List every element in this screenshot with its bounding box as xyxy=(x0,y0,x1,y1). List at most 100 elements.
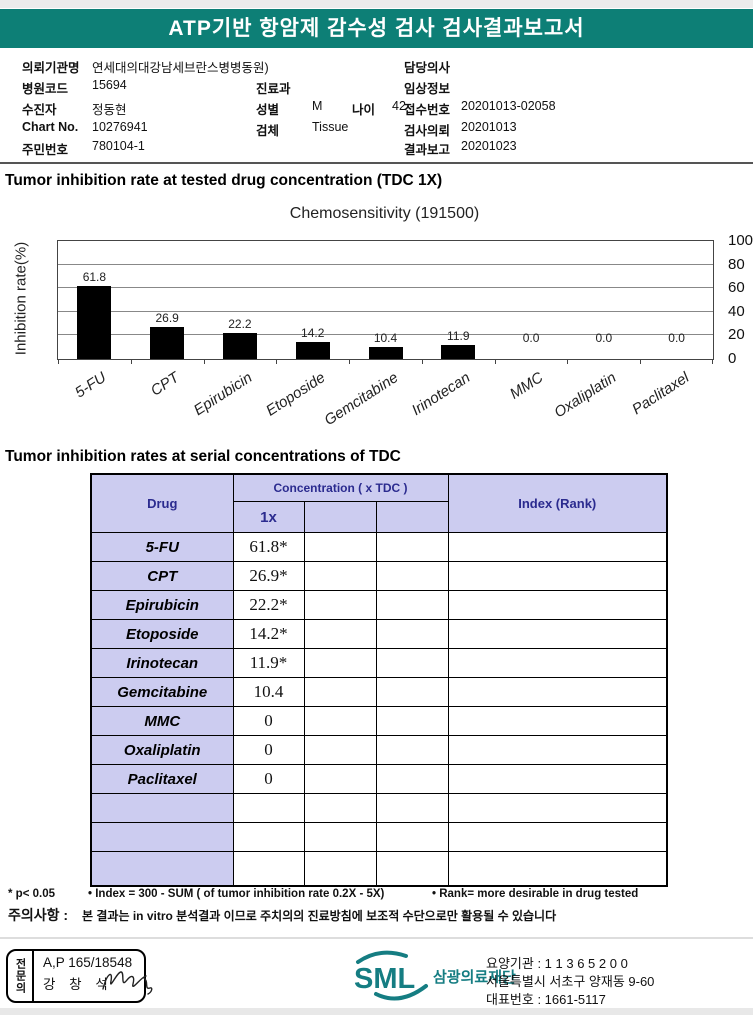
drug-name-cell: Oxaliplatin xyxy=(90,735,234,765)
x-axis-tick xyxy=(276,359,278,364)
patient-label: 수진자 xyxy=(22,103,57,117)
concentration-2-cell xyxy=(303,619,377,649)
drug-name-cell xyxy=(90,793,234,823)
concentration-1x-cell: 26.9* xyxy=(232,561,305,591)
x-axis-tick xyxy=(203,359,205,364)
bar-value-label: 61.8 xyxy=(82,270,107,285)
y-axis-tick-label: 0 xyxy=(728,350,737,367)
chart-bar xyxy=(441,344,476,359)
dept-label: 진료과 xyxy=(256,82,291,96)
bar-value-label: 14.2 xyxy=(301,326,325,341)
x-axis-category-label: MMC xyxy=(507,369,547,403)
drug-name-cell xyxy=(90,851,234,886)
y-axis-tick-label: 20 xyxy=(728,326,745,344)
drug-name-cell: Gemcitabine xyxy=(90,677,234,707)
index-rank-cell xyxy=(447,851,668,886)
chart-gridline xyxy=(58,334,713,336)
hospital-code-value: 15694 xyxy=(92,78,127,92)
drug-name-cell: MMC xyxy=(90,706,234,736)
chart-title: Chemosensitivity (191500) xyxy=(289,205,480,222)
section-divider xyxy=(0,162,753,164)
y-axis-tick-label: 80 xyxy=(728,255,745,273)
footnote-pvalue: * p< 0.05 xyxy=(8,888,55,900)
concentration-3-cell xyxy=(375,706,449,736)
table-row xyxy=(90,851,668,886)
x-axis-tick xyxy=(640,359,642,364)
index-rank-cell xyxy=(447,590,668,620)
concentration-2-cell xyxy=(303,706,377,736)
bar-value-label: 10.4 xyxy=(373,330,398,345)
stamp-body: A,P 165/18548 강 창 석 xyxy=(34,951,153,1001)
chart-gridline xyxy=(58,287,713,289)
stamp-doctor-name: 강 창 석 xyxy=(43,977,113,992)
org-value: 연세대의대강남세브란스병병동원) xyxy=(92,61,269,75)
results-table: Drug Concentration ( x TDC ) Index (Rank… xyxy=(90,473,668,887)
chart-no-value: 10276941 xyxy=(92,120,148,134)
drug-name-cell: Etoposide xyxy=(90,619,234,649)
drug-name-cell: Irinotecan xyxy=(90,648,234,678)
concentration-2-cell xyxy=(303,793,377,823)
request-date-label: 검사의뢰 xyxy=(404,124,451,138)
y-axis-tick-label: 60 xyxy=(728,279,745,297)
x-axis-tick xyxy=(494,359,496,364)
col-header-concentration: Concentration ( x TDC ) xyxy=(232,473,449,502)
table-row: Etoposide 14.2* xyxy=(90,619,668,649)
index-rank-cell xyxy=(447,735,668,765)
org-name: 삼광의료재단 xyxy=(433,969,516,986)
concentration-2-cell xyxy=(303,735,377,765)
drug-name-cell: Paclitaxel xyxy=(90,764,234,794)
report-title: ATP기반 항암제 감수성 검사 검사결과보고서 xyxy=(168,17,585,40)
chart-bar xyxy=(295,342,330,359)
index-rank-cell xyxy=(447,561,668,591)
index-rank-cell xyxy=(447,793,668,823)
x-axis-tick xyxy=(130,359,132,364)
footer-institution-no: 요양기관 : 1 1 3 6 5 2 0 0 xyxy=(486,956,628,971)
age-value: 42 xyxy=(392,99,406,113)
bar-chart: 0 20 40 60 80 100 61.8 5-FU 26.9 CPT 22.2 Epirubici… xyxy=(57,232,753,429)
hospital-code-label: 병원코드 xyxy=(22,82,69,96)
footnote-index: • Index = 300 - SUM ( of tumor inhibitio… xyxy=(88,888,385,900)
concentration-2-cell xyxy=(303,590,377,620)
patient-name: 정동현 xyxy=(92,103,127,117)
concentration-1x-cell: 61.8* xyxy=(232,532,305,562)
bar-value-label: 0.0 xyxy=(522,331,540,345)
bottom-strip xyxy=(0,1008,753,1015)
concentration-2-cell xyxy=(303,648,377,678)
bar-value-label: 26.9 xyxy=(155,311,179,326)
caution-label: 주의사항 : xyxy=(8,907,69,923)
y-axis-tick-label: 100 xyxy=(728,232,753,249)
concentration-2-cell xyxy=(303,822,377,852)
chart-bar xyxy=(368,346,403,359)
specimen-label: 검체 xyxy=(256,124,280,138)
concentration-3-cell xyxy=(375,677,449,707)
x-axis-tick xyxy=(349,359,351,364)
caution-text: 본 결과는 in vitro 분석결과 이므로 주치의의 진료방침에 보조적 수… xyxy=(82,909,557,923)
top-strip xyxy=(0,0,753,8)
concentration-3-cell xyxy=(375,532,449,562)
table-row: Oxaliplatin 0 xyxy=(90,735,668,765)
concentration-2-cell xyxy=(303,532,377,562)
chart-bar xyxy=(150,327,185,359)
bar-value-label: 11.9 xyxy=(447,328,470,343)
report-header-banner: ATP기반 항암제 감수성 검사 검사결과보고서 xyxy=(0,9,753,48)
table-row: 5-FU 61.8* xyxy=(90,532,668,562)
table-row: Gemcitabine 10.4 xyxy=(90,677,668,707)
signature-icon xyxy=(102,971,153,995)
section1-title: Tumor inhibition rate at tested drug con… xyxy=(5,172,443,189)
concentration-3-cell xyxy=(375,648,449,678)
x-axis-tick xyxy=(58,359,59,364)
table-row: CPT 26.9* xyxy=(90,561,668,591)
concentration-1x-cell: 11.9* xyxy=(232,648,305,678)
specimen-value: Tissue xyxy=(312,120,349,134)
concentration-3-cell xyxy=(375,851,449,886)
drug-name-cell: Epirubicin xyxy=(90,590,234,620)
index-rank-cell xyxy=(447,648,668,678)
footer-phone: 대표번호 : 1661-5117 xyxy=(486,992,606,1007)
concentration-3-cell xyxy=(375,561,449,591)
results-table-wrap: Drug Concentration ( x TDC ) Index (Rank… xyxy=(90,473,668,887)
col-header-conc3 xyxy=(375,501,449,533)
drug-name-cell: CPT xyxy=(90,561,234,591)
accession-label: 접수번호 xyxy=(404,103,451,117)
bar-value-label: 0.0 xyxy=(668,331,685,345)
request-date-value: 20201013 xyxy=(461,120,517,134)
